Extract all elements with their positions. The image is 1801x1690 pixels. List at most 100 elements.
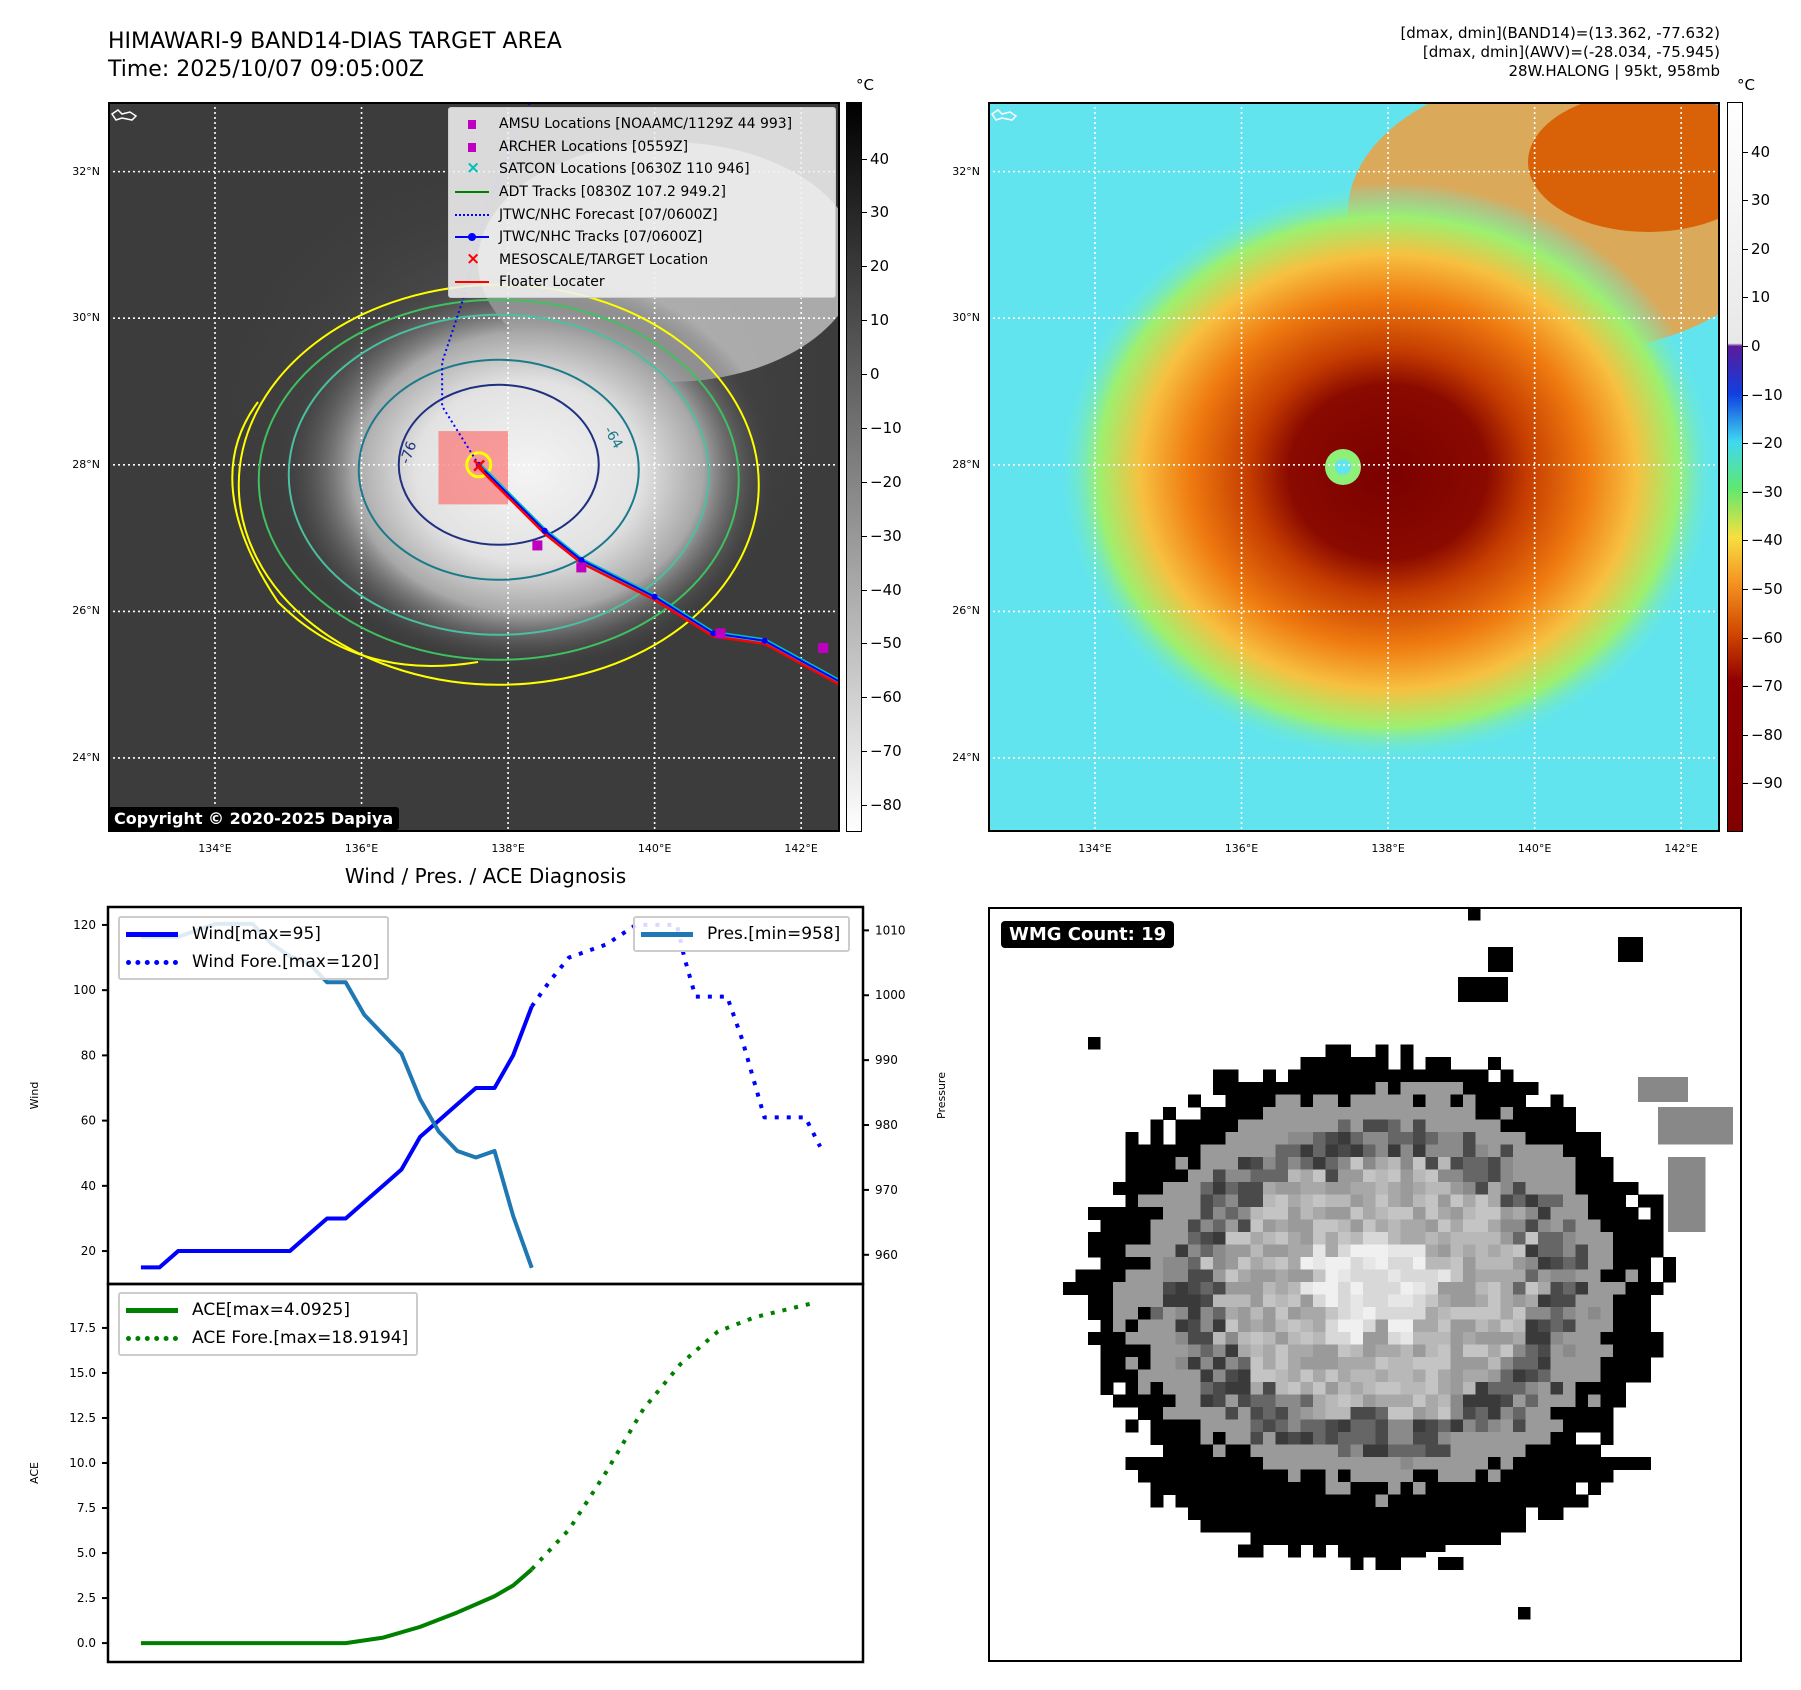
wmg-pixel xyxy=(1613,1207,1626,1220)
wmg-pixel xyxy=(1313,1532,1326,1545)
colorbar-tick-label: 40 xyxy=(870,149,890,168)
wmg-pixel xyxy=(1363,1507,1376,1520)
wmg-pixel xyxy=(1275,1419,1289,1433)
wmg-pixel xyxy=(1575,1294,1589,1308)
wmg-pixel xyxy=(1288,1307,1301,1320)
plot-frame xyxy=(106,1282,865,1664)
wmg-pixel xyxy=(1225,1294,1239,1308)
legend-label: AMSU Locations [NOAAMC/1129Z 44 993] xyxy=(499,116,793,133)
wmg-pixel xyxy=(1288,1107,1301,1120)
wmg-pixel xyxy=(1288,1407,1301,1420)
wmg-pixel xyxy=(1538,1144,1551,1158)
wmg-pixel xyxy=(1600,1382,1614,1395)
wmg-pixel xyxy=(1475,1282,1489,1295)
wmg-pixel xyxy=(1363,1257,1376,1270)
wmg-pixel xyxy=(1263,1144,1276,1158)
wmg-pixel xyxy=(1525,1294,1539,1308)
wmg-pixel xyxy=(1363,1357,1376,1370)
wmg-pixel xyxy=(1125,1144,1139,1158)
lat-tick-label: 28°N xyxy=(72,457,100,471)
wmg-pixel xyxy=(1513,1419,1526,1433)
wmg-pixel xyxy=(1625,1282,1639,1295)
wmg-pixel xyxy=(1563,1457,1576,1470)
wmg-pixel xyxy=(1625,1307,1639,1320)
wmg-pixel xyxy=(1413,1382,1426,1395)
wmg-pixel xyxy=(1250,1369,1264,1383)
wmg-pixel xyxy=(1600,1269,1614,1283)
legend-item: × MESOSCALE/TARGET Location xyxy=(455,249,835,272)
wmg-pixel xyxy=(1163,1482,1176,1495)
wmg-pixel xyxy=(1450,1357,1464,1370)
wmg-pixel xyxy=(1325,1394,1339,1408)
wmg-pixel xyxy=(1525,1482,1539,1495)
colorbar-tick-label: −10 xyxy=(1751,385,1783,404)
wmg-pixel xyxy=(1413,1269,1426,1283)
wmg-pixel xyxy=(1325,1407,1339,1420)
wmg-pixel xyxy=(1313,1432,1326,1445)
wmg-pixel xyxy=(1488,1244,1501,1258)
wmg-pixel xyxy=(1363,1119,1376,1133)
wmg-pixel xyxy=(1125,1319,1139,1333)
track-point xyxy=(710,630,717,637)
wmg-pixel xyxy=(1325,1507,1339,1520)
wmg-pixel xyxy=(1513,1457,1526,1470)
wmg-pixel xyxy=(1263,1207,1276,1220)
wmg-pixel xyxy=(1225,1357,1239,1370)
wmg-pixel xyxy=(1400,1094,1414,1108)
wmg-pixel xyxy=(1250,1244,1264,1258)
wmg-pixel xyxy=(1325,1382,1339,1395)
wmg-pixel xyxy=(1400,1419,1414,1433)
colorbar-tick xyxy=(1743,345,1748,347)
wmg-pixel xyxy=(1388,1344,1401,1358)
wmg-pixel xyxy=(1163,1419,1176,1433)
wmg-pixel xyxy=(1350,1107,1364,1120)
wmg-pixel xyxy=(1575,1344,1589,1358)
wmg-pixel xyxy=(1600,1319,1614,1333)
wmg-pixel xyxy=(1350,1194,1364,1208)
wmg-pixel xyxy=(1425,1082,1439,1095)
awv-colorbar-unit: °C xyxy=(1737,76,1755,94)
wmg-pixel xyxy=(1350,1244,1364,1258)
wmg-pixel xyxy=(1475,1369,1489,1383)
wmg-pixel xyxy=(1288,1294,1301,1308)
wmg-pixel xyxy=(1263,1344,1276,1358)
wmg-pixel xyxy=(1463,1532,1476,1545)
colorbar-tick-label: 20 xyxy=(870,257,890,276)
legend-line-icon xyxy=(455,274,491,290)
wmg-pixel xyxy=(1600,1407,1614,1420)
wmg-pixel xyxy=(1638,1282,1651,1295)
wmg-pixel xyxy=(1325,1269,1339,1283)
wmg-pixel xyxy=(1488,1269,1501,1283)
wmg-pixel xyxy=(1600,1194,1614,1208)
wmg-pixel xyxy=(1475,1144,1489,1158)
wmg-pixel xyxy=(1525,1382,1539,1395)
wmg-pixel xyxy=(1375,1107,1389,1120)
wmg-pixel xyxy=(1513,1357,1526,1370)
wmg-pixel xyxy=(1213,1457,1226,1470)
wmg-pixel xyxy=(1538,1494,1551,1508)
wmg-pixel xyxy=(1638,1307,1651,1320)
wmg-pixel xyxy=(1288,1419,1301,1433)
wmg-pixel xyxy=(1438,1469,1451,1483)
wmg-pixel xyxy=(1213,1469,1226,1483)
wmg-pixel xyxy=(1363,1332,1376,1345)
wmg-pixel xyxy=(1450,1107,1464,1120)
wmg-pixel xyxy=(1450,1332,1464,1345)
wmg-pixel xyxy=(1375,1344,1389,1358)
wmg-pixel xyxy=(1188,1119,1201,1133)
map-legend: AMSU Locations [NOAAMC/1129Z 44 993] ARCH… xyxy=(448,107,836,298)
temperature-contour xyxy=(357,358,640,581)
wmg-pixel xyxy=(1375,1169,1389,1183)
wmg-pixel xyxy=(1425,1394,1439,1408)
contour-label: -76 xyxy=(397,439,420,466)
wmg-pixel xyxy=(1588,1207,1601,1220)
wmg-pixel xyxy=(1200,1469,1214,1483)
wmg-pixel xyxy=(1213,1257,1226,1270)
wmg-pixel xyxy=(1413,1344,1426,1358)
band14-stats: [dmax, dmin](BAND14)=(13.362, -77.632) xyxy=(1400,24,1720,42)
wmg-pixel xyxy=(1388,1357,1401,1370)
wmg-pixel xyxy=(1538,1207,1551,1220)
wmg-pixel xyxy=(1125,1182,1139,1195)
wmg-pixel xyxy=(1550,1369,1564,1383)
wmg-pixel xyxy=(1450,1532,1464,1545)
